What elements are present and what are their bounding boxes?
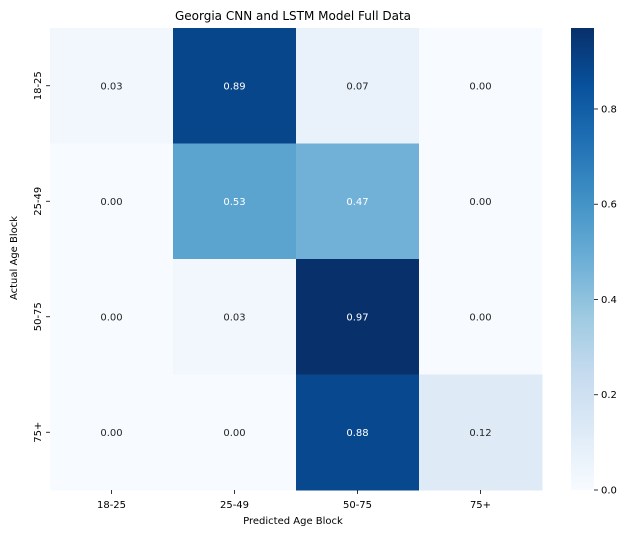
heatmap-cell <box>296 259 420 375</box>
chart-title: Georgia CNN and LSTM Model Full Data <box>175 9 411 23</box>
heatmap-cell <box>50 374 174 491</box>
colorbar: 0.0 0.2 0.4 0.6 0.8 <box>571 28 617 497</box>
x-axis-ticks: 18-25 25-49 50-75 75+ <box>97 490 491 511</box>
colorbar-tick-label: 0.2 <box>601 390 617 401</box>
heatmap-cell <box>173 259 297 375</box>
heatmap-cell-label: 0.03 <box>223 312 245 323</box>
heatmap-cell-label: 0.00 <box>100 428 122 439</box>
colorbar-gradient <box>571 28 594 490</box>
y-axis-ticks: 18-25 25-49 50-75 75+ <box>33 71 50 443</box>
heatmap-cell <box>296 143 420 260</box>
heatmap-cell <box>419 143 543 260</box>
heatmap-cell-label: 0.00 <box>469 81 491 92</box>
x-tick-label: 75+ <box>470 500 491 511</box>
heatmap-cell-label: 0.88 <box>346 428 368 439</box>
heatmap-cell <box>296 374 420 491</box>
heatmap-cell-label: 0.00 <box>469 197 491 208</box>
heatmap-cell-labels: 0.03 0.89 0.07 0.00 0.00 0.53 0.47 0.00 0.00 0.03… <box>100 81 491 439</box>
colorbar-tick-label: 0.6 <box>601 200 617 211</box>
heatmap-cell <box>173 28 297 144</box>
y-tick-label: 18-25 <box>33 71 44 100</box>
heatmap-cell-label: 0.03 <box>100 81 122 92</box>
heatmap-cell <box>419 28 543 144</box>
heatmap-cell <box>173 374 297 491</box>
colorbar-ticks: 0.0 0.2 0.4 0.6 0.8 <box>594 104 617 497</box>
colorbar-tick-label: 0.0 <box>601 486 617 497</box>
heatmap-cell-label: 0.97 <box>346 312 368 323</box>
heatmap-cell <box>50 143 174 260</box>
y-tick-label: 50-75 <box>33 302 44 331</box>
x-tick-label: 50-75 <box>343 500 372 511</box>
heatmap-cell <box>296 28 420 144</box>
heatmap-cell <box>50 259 174 375</box>
y-axis-label: Actual Age Block <box>9 216 20 300</box>
y-tick-label: 75+ <box>33 422 44 443</box>
heatmap-cell-label: 0.00 <box>100 197 122 208</box>
heatmap-cell <box>50 28 174 144</box>
heatmap-cell-label: 0.53 <box>223 197 245 208</box>
x-tick-label: 25-49 <box>220 500 249 511</box>
heatmap-cell-label: 0.00 <box>223 428 245 439</box>
heatmap-cell <box>419 259 543 375</box>
heatmap-cell-label: 0.00 <box>469 312 491 323</box>
heatmap-cell-label: 0.89 <box>223 81 245 92</box>
heatmap-cell-label: 0.07 <box>346 81 368 92</box>
x-axis-label: Predicted Age Block <box>243 516 343 527</box>
y-tick-label: 25-49 <box>33 187 44 216</box>
x-tick-label: 18-25 <box>97 500 126 511</box>
colorbar-tick-label: 0.4 <box>601 295 617 306</box>
heatmap-cells <box>50 28 543 491</box>
heatmap-cell <box>419 374 543 491</box>
colorbar-tick-label: 0.8 <box>601 104 617 115</box>
heatmap-cell-label: 0.12 <box>469 428 491 439</box>
heatmap-cell-label: 0.47 <box>346 197 368 208</box>
heatmap-cell-label: 0.00 <box>100 312 122 323</box>
heatmap-cell <box>173 143 297 260</box>
